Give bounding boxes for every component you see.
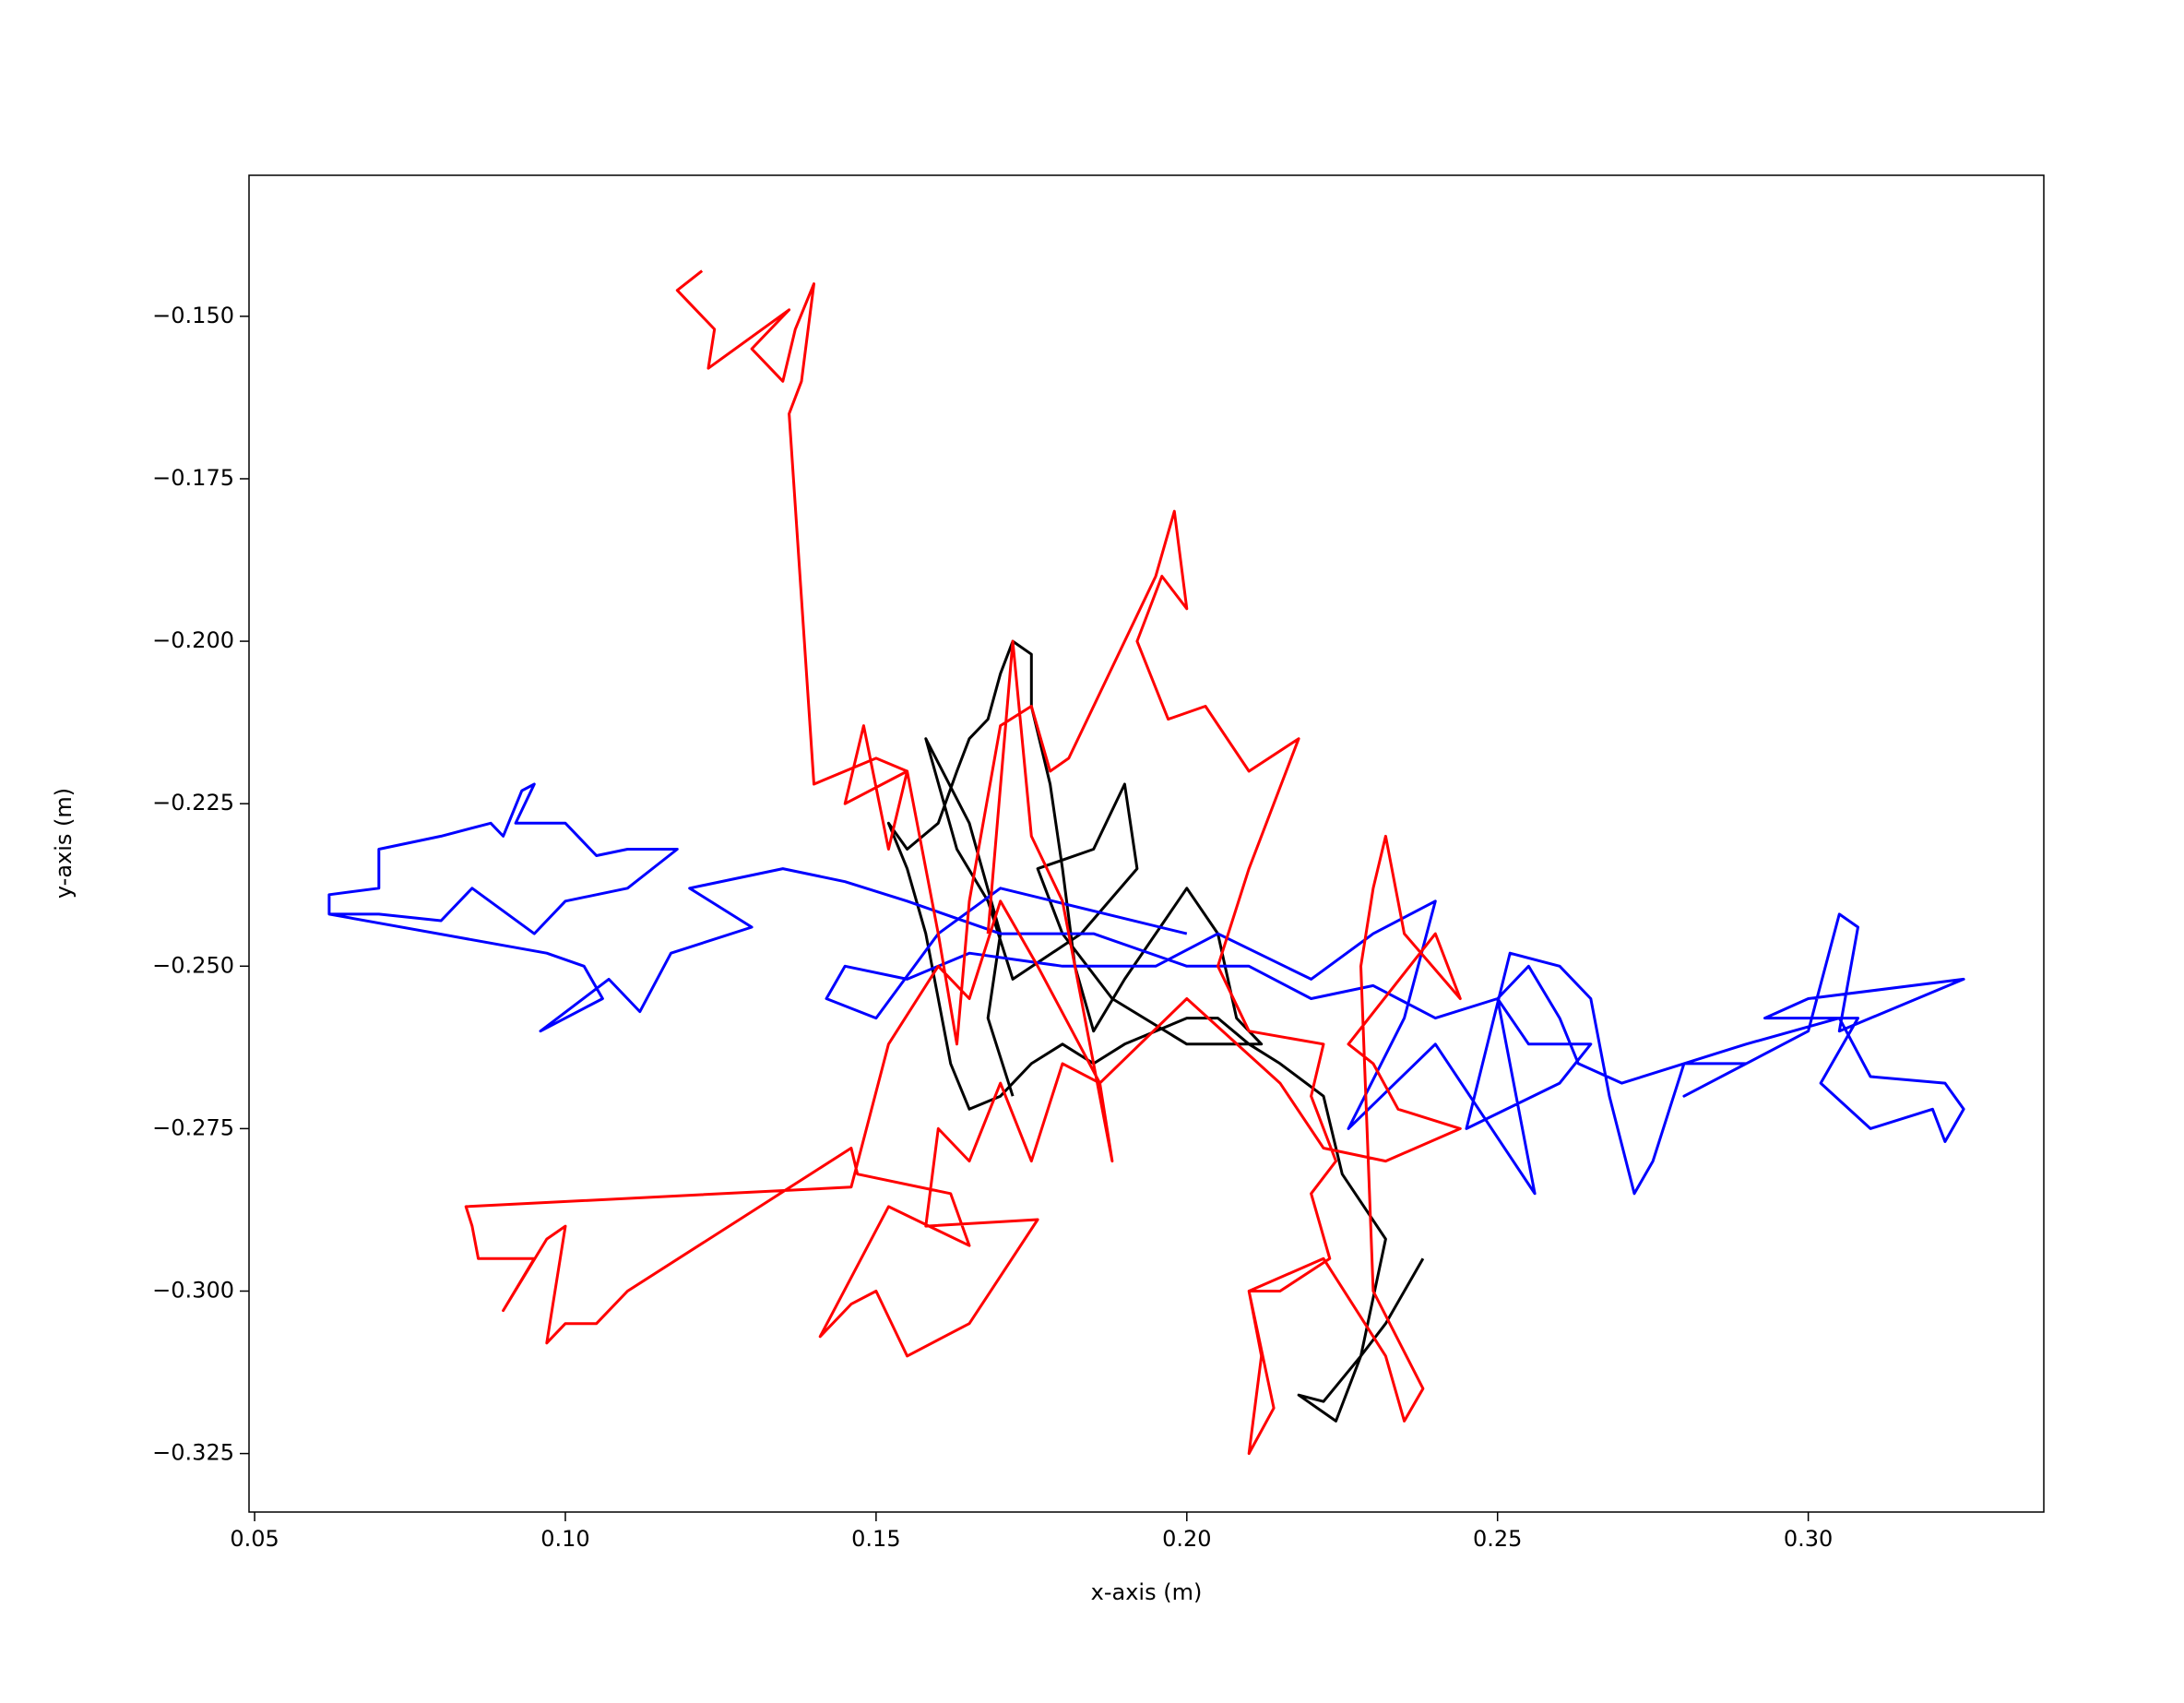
x-tick-label: 0.10 bbox=[540, 1526, 589, 1552]
trajectory-line bbox=[464, 269, 1462, 1456]
y-tick-label: −0.175 bbox=[152, 465, 234, 491]
x-tick-label: 0.25 bbox=[1473, 1526, 1522, 1552]
y-tick-label: −0.325 bbox=[152, 1440, 234, 1466]
y-axis-label: y-axis (m) bbox=[51, 788, 77, 899]
y-tick-label: −0.300 bbox=[152, 1277, 234, 1303]
y-tick-label: −0.250 bbox=[152, 952, 234, 978]
trajectory-line bbox=[886, 639, 1425, 1423]
trajectory-line bbox=[327, 782, 1965, 1196]
x-tick-label: 0.15 bbox=[851, 1526, 900, 1552]
y-tick-label: −0.150 bbox=[152, 303, 234, 328]
x-axis-label: x-axis (m) bbox=[1091, 1579, 1203, 1605]
y-tick-label: −0.275 bbox=[152, 1114, 234, 1140]
y-tick-label: −0.200 bbox=[152, 627, 234, 653]
y-tick-label: −0.225 bbox=[152, 790, 234, 816]
x-tick-label: 0.30 bbox=[1784, 1526, 1833, 1552]
x-tick-label: 0.20 bbox=[1162, 1526, 1211, 1552]
plot-frame bbox=[248, 174, 2045, 1513]
x-tick-label: 0.05 bbox=[230, 1526, 279, 1552]
